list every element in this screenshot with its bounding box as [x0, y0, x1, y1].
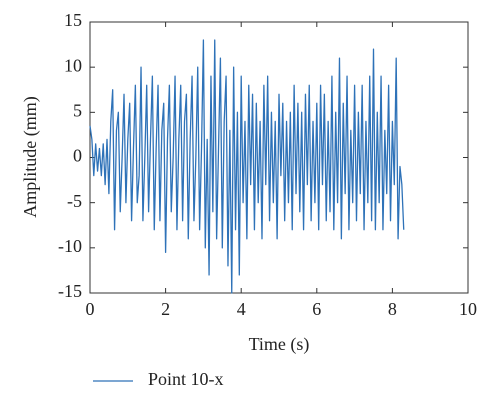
y-tick-label: 10: [64, 55, 82, 75]
y-tick-label: -5: [67, 191, 82, 211]
y-tick-label: 5: [73, 100, 82, 120]
y-tick-label: -10: [58, 236, 82, 256]
y-tick-label: 15: [64, 10, 82, 30]
x-tick-label: 4: [237, 299, 246, 319]
x-tick-label: 6: [312, 299, 321, 319]
x-tick-label: 10: [459, 299, 477, 319]
legend-label: Point 10-x: [148, 369, 224, 389]
x-tick-label: 2: [161, 299, 170, 319]
x-axis-label: Time (s): [249, 334, 310, 355]
data-line: [89, 39, 405, 294]
plot-frame: [89, 21, 469, 294]
y-axis-label: Amplitude (mm): [20, 96, 41, 217]
x-tick-label: 8: [388, 299, 397, 319]
y-tick-label: -15: [58, 281, 82, 301]
y-tick-label: 0: [73, 146, 82, 166]
x-tick-label: 0: [86, 299, 95, 319]
